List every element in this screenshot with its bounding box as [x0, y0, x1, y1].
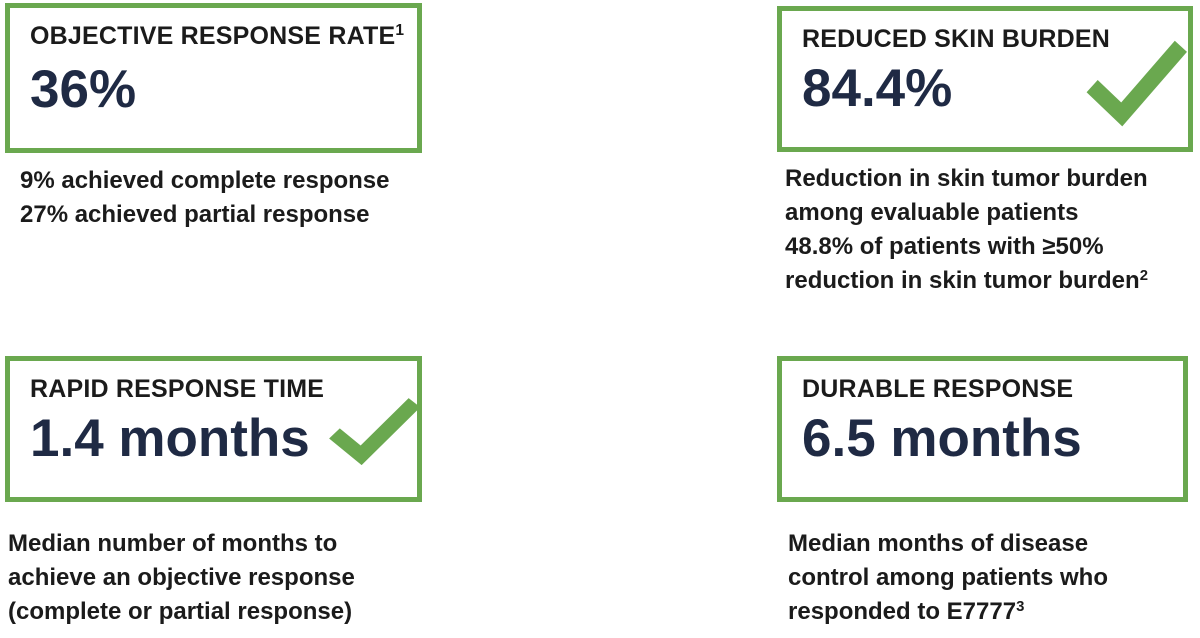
- footnote-marker: 2: [1139, 267, 1148, 284]
- caption-line: 27% achieved partial response: [20, 201, 370, 228]
- stat-box: REDUCED SKIN BURDEN 84.4%: [777, 6, 1193, 152]
- stat-value: 1.4 months: [30, 409, 310, 468]
- stat-value: 84.4%: [802, 59, 953, 118]
- stat-box: DURABLE RESPONSE 6.5 months: [777, 356, 1188, 502]
- stat-title-text: OBJECTIVE RESPONSE RATE: [30, 22, 396, 50]
- checkmark-icon: [328, 397, 420, 465]
- caption-line: 48.8% of patients with ≥50%: [785, 233, 1104, 260]
- footnote-marker: 3: [1016, 598, 1025, 615]
- caption-line-text: reduction in skin tumor burden: [785, 267, 1140, 294]
- caption-line: 9% achieved complete response: [20, 167, 390, 194]
- stat-caption: 9% achieved complete response 27% achiev…: [20, 164, 390, 232]
- caption-line: (complete or partial response): [8, 598, 353, 625]
- caption-line: control among patients who: [788, 564, 1109, 591]
- caption-line: Median months of disease: [788, 530, 1089, 557]
- stat-value: 6.5 months: [802, 409, 1082, 468]
- footnote-marker: 1: [395, 22, 405, 40]
- caption-line-text: responded to E7777: [788, 598, 1017, 625]
- caption-line: responded to E77773: [788, 595, 1108, 632]
- caption-line: among evaluable patients: [785, 199, 1079, 226]
- caption-line: Median number of months to: [8, 530, 338, 557]
- stat-value: 36%: [30, 60, 137, 119]
- stat-box: RAPID RESPONSE TIME 1.4 months: [5, 356, 422, 502]
- stat-caption: Median number of months to achieve an ob…: [8, 527, 355, 629]
- stat-title: DURABLE RESPONSE: [802, 375, 1074, 403]
- stat-caption: Median months of disease control among p…: [788, 527, 1108, 632]
- stat-title: REDUCED SKIN BURDEN: [802, 25, 1110, 53]
- caption-line: Reduction in skin tumor burden: [785, 165, 1148, 192]
- caption-line: reduction in skin tumor burden2: [785, 264, 1148, 301]
- caption-line: achieve an objective response: [8, 564, 355, 591]
- stat-title: RAPID RESPONSE TIME: [30, 375, 325, 403]
- stat-title: OBJECTIVE RESPONSE RATE1: [30, 20, 405, 56]
- stat-box: OBJECTIVE RESPONSE RATE1 36%: [5, 3, 422, 153]
- checkmark-icon: [1085, 39, 1187, 127]
- stat-caption: Reduction in skin tumor burden among eva…: [785, 162, 1148, 301]
